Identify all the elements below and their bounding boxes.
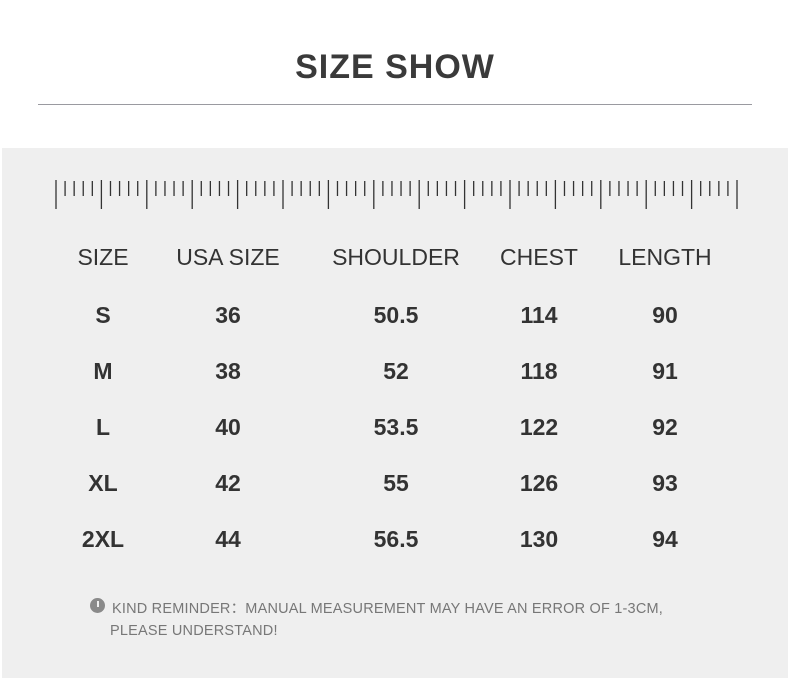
table-cell: 94 bbox=[652, 526, 678, 552]
table-cell: 126 bbox=[519, 470, 559, 496]
table-cell: M bbox=[93, 358, 113, 384]
table-cell: 50.5 bbox=[373, 302, 419, 328]
table-cell: 42 bbox=[215, 470, 241, 496]
reminder-text: KIND REMINDER：MANUAL MEASUREMENT MAY HAV… bbox=[112, 601, 663, 617]
column-header: CHEST bbox=[500, 244, 578, 270]
reminder-text: PLEASE UNDERSTAND! bbox=[110, 623, 278, 639]
table-cell: 53.5 bbox=[373, 414, 419, 440]
table-cell: 2XL bbox=[81, 526, 125, 552]
table-cell: 114 bbox=[520, 302, 558, 328]
table-cell: 36 bbox=[215, 302, 241, 328]
info-icon bbox=[90, 598, 105, 613]
table-cell: 91 bbox=[652, 358, 678, 384]
column-header: USA SIZE bbox=[176, 244, 280, 270]
table-cell: 118 bbox=[520, 358, 558, 384]
table-cell: 93 bbox=[652, 470, 678, 496]
table-cell: 130 bbox=[519, 526, 559, 552]
table-cell: 90 bbox=[652, 302, 678, 328]
table-cell: 52 bbox=[383, 358, 409, 384]
table-cell: 55 bbox=[383, 470, 409, 496]
table-cell: 38 bbox=[215, 358, 241, 384]
table-cell: 56.5 bbox=[373, 526, 419, 552]
column-header: SIZE bbox=[77, 244, 129, 270]
column-header: SHOULDER bbox=[332, 244, 460, 270]
column-header: LENGTH bbox=[618, 244, 712, 270]
table-cell: L bbox=[95, 414, 111, 440]
table-cell: 44 bbox=[215, 526, 241, 552]
panel bbox=[2, 148, 788, 678]
table-cell: XL bbox=[88, 470, 118, 496]
divider bbox=[38, 104, 752, 105]
table-cell: 40 bbox=[215, 414, 241, 440]
table-cell: 92 bbox=[652, 414, 678, 440]
table-cell: 122 bbox=[519, 414, 559, 440]
title: SIZE SHOW bbox=[295, 48, 495, 86]
table-cell: S bbox=[95, 302, 111, 328]
